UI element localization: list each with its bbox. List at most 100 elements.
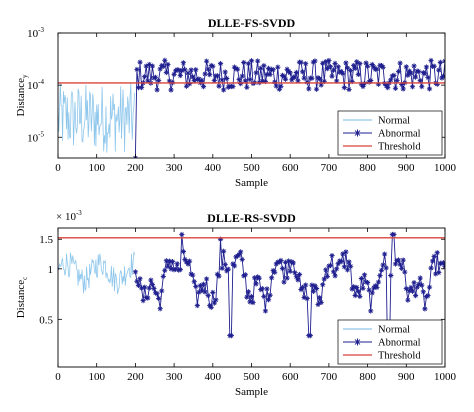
data-point bbox=[142, 74, 148, 80]
data-point bbox=[154, 291, 160, 297]
data-point bbox=[431, 63, 437, 69]
data-point bbox=[208, 304, 214, 310]
data-point bbox=[152, 74, 159, 80]
data-point bbox=[394, 257, 400, 264]
data-point bbox=[205, 66, 211, 72]
data-point bbox=[194, 302, 200, 309]
data-point bbox=[173, 266, 179, 272]
data-point bbox=[238, 249, 244, 255]
x-tick-label: 400 bbox=[205, 162, 222, 174]
data-point bbox=[191, 77, 197, 84]
y-tick-label: 1 bbox=[48, 264, 54, 276]
data-point bbox=[380, 64, 386, 70]
data-point bbox=[165, 61, 171, 68]
data-point bbox=[236, 252, 242, 258]
series-normal bbox=[58, 83, 135, 153]
data-point bbox=[349, 78, 355, 85]
data-point bbox=[411, 63, 417, 69]
data-point bbox=[361, 272, 368, 278]
data-point bbox=[279, 265, 286, 272]
data-point bbox=[374, 284, 380, 291]
legend-label: Threshold bbox=[378, 142, 421, 153]
data-point bbox=[323, 59, 329, 65]
data-point bbox=[146, 61, 152, 68]
data-point bbox=[230, 83, 236, 90]
data-point bbox=[324, 66, 330, 72]
data-point bbox=[317, 295, 323, 301]
data-point bbox=[371, 64, 377, 70]
data-point bbox=[318, 82, 324, 88]
data-point bbox=[440, 260, 445, 266]
data-point bbox=[185, 70, 191, 76]
data-point bbox=[208, 62, 214, 69]
data-point bbox=[425, 293, 431, 299]
data-point bbox=[391, 72, 397, 78]
data-point bbox=[202, 71, 208, 77]
data-point bbox=[405, 72, 411, 78]
data-point bbox=[363, 60, 369, 66]
data-point bbox=[422, 306, 428, 312]
data-point bbox=[344, 65, 351, 71]
data-point bbox=[202, 289, 208, 295]
data-point bbox=[163, 258, 169, 264]
data-point bbox=[151, 75, 157, 81]
data-point bbox=[236, 76, 242, 83]
x-tick-label: 500 bbox=[243, 162, 260, 174]
data-point bbox=[154, 87, 160, 93]
data-point bbox=[391, 231, 397, 238]
data-point bbox=[182, 256, 188, 263]
data-point bbox=[338, 259, 344, 265]
x-tick-label: 100 bbox=[88, 162, 105, 174]
data-point bbox=[248, 293, 255, 300]
data-point bbox=[214, 73, 221, 79]
x-axis-label: Sample bbox=[235, 386, 268, 398]
data-point bbox=[168, 266, 174, 272]
data-point bbox=[309, 282, 315, 288]
panel-2: DLLE-RS-SVDD × 10-3 0 100 200 300 400 500 600 700… bbox=[15, 209, 457, 398]
data-point bbox=[143, 294, 149, 301]
x-ticks: 0 100 200 300 400 500 600 700 800 900 1000 bbox=[55, 228, 457, 383]
data-point bbox=[278, 257, 284, 264]
data-point bbox=[193, 67, 199, 73]
data-point bbox=[211, 78, 217, 84]
data-point bbox=[159, 288, 165, 294]
panel-1: DLLE-FS-SVDD 0 100 200 300 400 500 600 700 800 900… bbox=[15, 16, 457, 189]
data-point bbox=[292, 74, 298, 80]
data-point bbox=[388, 77, 394, 83]
data-point bbox=[430, 258, 436, 264]
data-point bbox=[326, 57, 332, 64]
data-point bbox=[329, 253, 335, 259]
data-point bbox=[137, 276, 143, 282]
data-point bbox=[256, 275, 262, 281]
x-tick-label: 600 bbox=[282, 162, 299, 174]
x-tick-label: 600 bbox=[282, 371, 299, 383]
data-point bbox=[245, 289, 252, 295]
data-point bbox=[272, 79, 278, 85]
data-point bbox=[228, 332, 234, 339]
data-point bbox=[307, 332, 313, 339]
data-point bbox=[259, 286, 265, 292]
x-ticks: 0 100 200 300 400 500 600 700 800 900 1000 bbox=[55, 33, 457, 174]
data-point bbox=[298, 59, 304, 65]
data-point bbox=[341, 85, 347, 91]
legend-label: Normal bbox=[378, 116, 410, 127]
data-point bbox=[369, 290, 375, 296]
data-point bbox=[347, 263, 354, 269]
data-point bbox=[299, 284, 306, 291]
legend-star-icon bbox=[354, 129, 361, 137]
data-point bbox=[317, 76, 323, 82]
data-point bbox=[365, 279, 371, 286]
data-point bbox=[357, 61, 363, 67]
data-point bbox=[400, 257, 406, 263]
data-point bbox=[275, 64, 281, 70]
data-point bbox=[239, 256, 245, 263]
data-point bbox=[146, 285, 152, 291]
data-point bbox=[332, 60, 338, 66]
data-point bbox=[434, 250, 440, 256]
data-point bbox=[397, 261, 403, 267]
data-point bbox=[174, 261, 180, 267]
data-point bbox=[199, 77, 205, 83]
x-tick-label: 1000 bbox=[434, 162, 457, 174]
data-point bbox=[417, 78, 423, 84]
